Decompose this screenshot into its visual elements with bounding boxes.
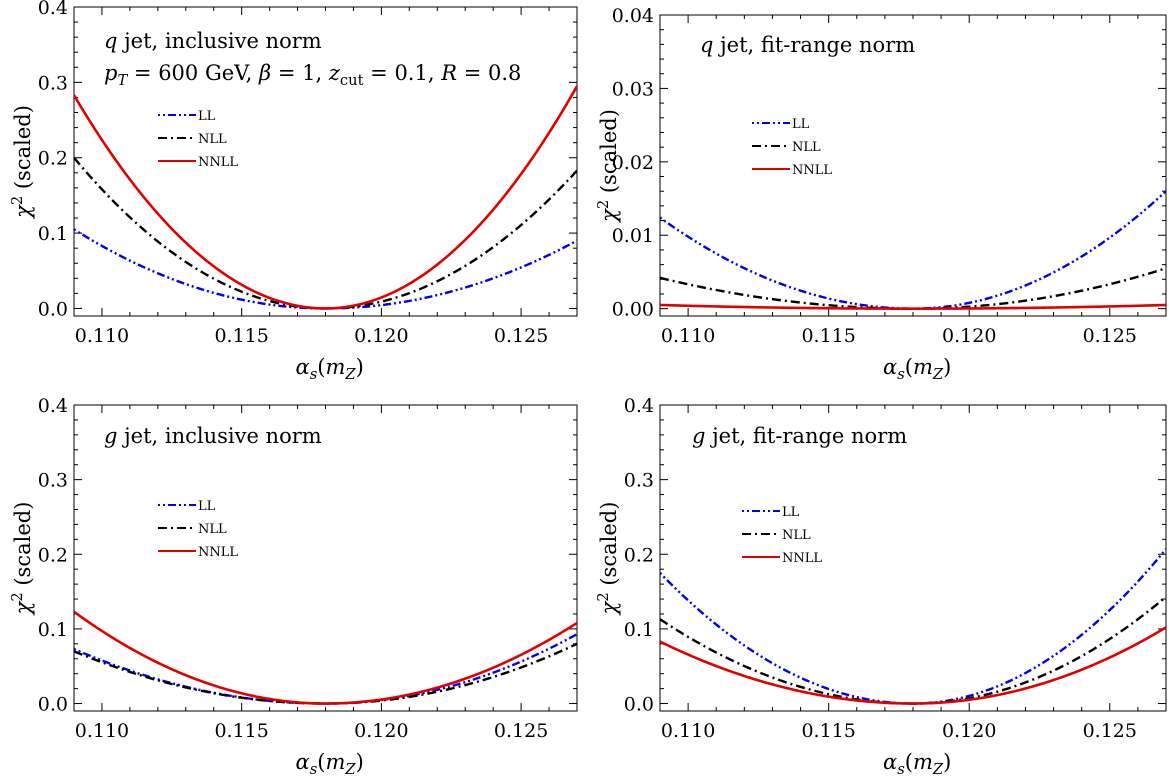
y-tick-label: 0.2 — [38, 544, 68, 566]
x-tick-label: 0.120 — [942, 325, 996, 347]
legend-label: NLL — [792, 140, 821, 155]
y-tick-label: 0.4 — [38, 395, 68, 417]
y-tick-label: 0.2 — [38, 148, 68, 170]
x-tick-label: 0.115 — [214, 325, 268, 347]
y-tick-label: 0.0 — [624, 694, 654, 716]
panel-annotation: q jet, inclusive norm — [104, 29, 322, 53]
x-tick-label: 0.125 — [494, 325, 548, 347]
series-line-nll — [74, 642, 577, 705]
x-tick-label: 0.120 — [942, 720, 996, 742]
legend-label: NLL — [198, 132, 227, 147]
series-line-nnll — [74, 85, 577, 310]
y-axis-label: χ2 (scaled) — [9, 105, 35, 220]
y-tick-label: 0.3 — [624, 470, 654, 492]
legend-label: LL — [198, 109, 216, 124]
legend-label: NLL — [782, 528, 811, 543]
panel-g-jet-inclusive-norm: 0.110 0.115 0.120 0.125 0.0 0.1 0.2 0.3 0.4 αs(mZ… — [9, 395, 578, 778]
panel-q-jet-inclusive-norm: 0.110 0.115 0.120 0.125 0.0 0.1 0.2 0.3 0.4 αs(mZ… — [9, 0, 578, 383]
y-tick-label: 0.1 — [38, 223, 68, 245]
x-tick-label: 0.115 — [214, 720, 268, 742]
series-line-nnll — [660, 626, 1166, 705]
x-tick-label: 0.115 — [801, 325, 855, 347]
x-tick-label: 0.110 — [661, 325, 715, 347]
legend-label: NLL — [198, 522, 227, 537]
x-axis-label: αs(mZ) — [296, 355, 364, 383]
legend-label: NNLL — [782, 551, 822, 566]
legend-label: LL — [782, 505, 800, 520]
y-tick-label: 0.3 — [38, 72, 68, 94]
x-tick-label: 0.125 — [494, 720, 548, 742]
x-axis-label: αs(mZ) — [883, 355, 951, 383]
x-tick-label: 0.115 — [801, 720, 855, 742]
series-line-nll — [74, 156, 577, 310]
x-axis-label: αs(mZ) — [296, 750, 364, 778]
x-tick-label: 0.120 — [354, 325, 408, 347]
series-line-nnll — [74, 610, 577, 705]
x-tick-label: 0.110 — [75, 325, 129, 347]
legend-label: NNLL — [198, 545, 238, 560]
panel-annotation: pT = 600 GeV, β = 1, zcut = 0.1, R = 0.8 — [104, 61, 521, 89]
x-tick-label: 0.110 — [75, 720, 129, 742]
y-tick-label: 0.1 — [624, 619, 654, 641]
y-axis-label: χ2 (scaled) — [9, 502, 35, 617]
y-tick-label: 0.1 — [38, 619, 68, 641]
legend-label: NNLL — [198, 155, 238, 170]
y-tick-label: 0.4 — [624, 395, 654, 417]
y-tick-label: 0.3 — [38, 470, 68, 492]
series-line-nnll — [660, 303, 1166, 310]
series-line-ll — [660, 548, 1166, 705]
x-tick-label: 0.125 — [1083, 325, 1137, 347]
series-line-ll — [660, 190, 1166, 310]
y-tick-label: 0.03 — [612, 78, 654, 100]
panel-annotation: q jet, fit-range norm — [700, 33, 915, 57]
panel-q-jet-fit-range-norm: 0.110 0.115 0.120 0.125 0.00 0.01 0.02 0.03 0.04… — [595, 5, 1167, 383]
panel-g-jet-fit-range-norm: 0.110 0.115 0.120 0.125 0.0 0.1 0.2 0.3 0.4 αs(mZ… — [595, 395, 1167, 778]
x-tick-label: 0.110 — [661, 720, 715, 742]
panel-annotation: g jet, fit-range norm — [692, 424, 907, 448]
plot-frame — [659, 14, 1167, 317]
x-tick-label: 0.120 — [354, 720, 408, 742]
panel-annotation: g jet, inclusive norm — [104, 424, 322, 448]
y-axis-label: χ2 (scaled) — [595, 502, 621, 617]
legend-label: LL — [792, 117, 810, 132]
y-axis-label: χ2 (scaled) — [595, 109, 621, 224]
x-axis-label: αs(mZ) — [883, 750, 951, 778]
x-tick-label: 0.125 — [1083, 720, 1137, 742]
y-tick-label: 0.0 — [38, 298, 68, 320]
y-tick-label: 0.2 — [624, 544, 654, 566]
series-line-ll — [74, 633, 577, 705]
legend-label: NNLL — [792, 163, 832, 178]
y-tick-label: 0.0 — [38, 694, 68, 716]
y-tick-label: 0.02 — [612, 152, 654, 174]
y-tick-label: 0.4 — [38, 0, 68, 19]
legend-label: LL — [198, 499, 216, 514]
y-tick-label: 0.00 — [612, 299, 654, 321]
series-line-nll — [660, 267, 1166, 310]
series-line-nll — [660, 595, 1166, 705]
y-tick-label: 0.01 — [612, 225, 654, 247]
y-tick-label: 0.04 — [612, 5, 654, 27]
